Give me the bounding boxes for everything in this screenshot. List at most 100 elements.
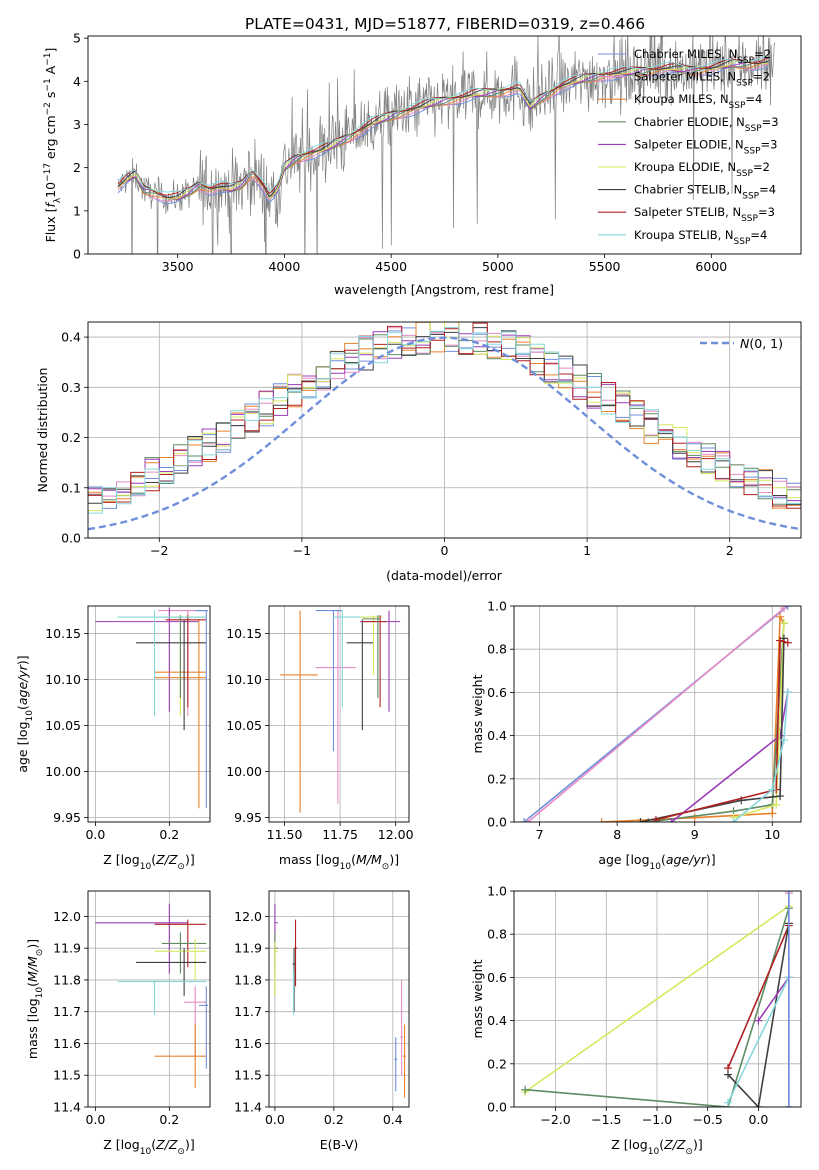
y-tick-label: 12.0: [234, 909, 262, 924]
x-tick-label: 0.2: [324, 1112, 344, 1127]
y-tick-label: 10.00: [45, 764, 81, 779]
y-axis-label: mass weight: [470, 959, 485, 1038]
y-tick-label: 10.00: [226, 764, 262, 779]
weight-marker: [690, 813, 699, 822]
weight-marker: [776, 636, 785, 645]
axes-frame: [268, 605, 410, 823]
x-tick-label: 0.0: [748, 1112, 768, 1127]
weight-marker: [779, 606, 788, 613]
y-tick-label: 11.6: [53, 1036, 81, 1051]
y-tick-label: 0.0: [61, 531, 81, 546]
weight-marker: [783, 688, 792, 697]
y-tick-label: 11.5: [53, 1068, 81, 1083]
plot-area-Z-mass: [88, 891, 210, 1107]
legend-entry: Salpeter STELIB, NSSP=3: [634, 205, 775, 224]
y-tick-label: 0.6: [487, 970, 507, 985]
y-tick-label: 11.7: [234, 1004, 262, 1019]
y-tick-label: 0.8: [487, 927, 507, 942]
y-tick-label: 12.0: [53, 909, 81, 924]
y-tick-label: 0.6: [487, 685, 507, 700]
y-tick-label: 0.2: [487, 771, 507, 786]
axes-frame: [87, 605, 211, 823]
model-spectrum: [117, 61, 769, 201]
x-tick-label: 6000: [695, 259, 727, 274]
weight-line: [732, 692, 789, 822]
y-axis-label: age [log10(age/yr)]: [15, 655, 35, 772]
legend-entry: Salpeter MILES, NSSP=2: [634, 70, 770, 89]
x-axis-label: mass [log10(M/M⊙)]: [279, 852, 399, 872]
x-tick-label: −1.5: [591, 1112, 621, 1127]
weight-marker: [523, 818, 532, 822]
y-tick-label: 0.1: [61, 480, 81, 495]
weight-marker: [776, 612, 785, 621]
x-tick-label: 8: [613, 827, 621, 842]
x-tick-label: 5500: [589, 259, 621, 274]
x-tick-label: 0.2: [159, 827, 179, 842]
y-tick-label: 0.8: [487, 642, 507, 657]
weight-marker: [729, 818, 738, 822]
x-axis-label: Z [log10(Z/Z⊙)]: [103, 1137, 194, 1157]
x-tick-label: 11.50: [267, 827, 303, 842]
legend-entry: Chabrier MILES, NSSP=2: [634, 47, 771, 66]
y-tick-label: 0.2: [487, 1056, 507, 1071]
weight-line: [640, 638, 785, 822]
model-spectrum: [117, 65, 769, 205]
x-tick-label: −1: [293, 543, 311, 558]
axes-frame: [87, 35, 802, 255]
model-spectrum: [117, 59, 769, 199]
x-tick-label: 0.4: [383, 1112, 403, 1127]
weight-marker: [723, 1070, 732, 1079]
y-tick-label: 0.0: [487, 815, 507, 830]
axes-frame: [268, 890, 410, 1108]
weight-marker: [754, 1016, 763, 1025]
y-tick-label: 10.15: [226, 626, 262, 641]
y-tick-label: 2: [73, 160, 81, 175]
x-axis-label: wavelength [Angstrom, rest frame]: [334, 282, 554, 297]
plot-area-Z-weight: [514, 891, 801, 1107]
x-tick-label: 0.2: [159, 1112, 179, 1127]
y-axis-label: mass [log10(M/M⊙)]: [25, 939, 45, 1059]
legend-entry: Kroupa ELODIE, NSSP=2: [634, 160, 770, 179]
y-tick-label: 10.10: [226, 672, 262, 687]
axes-frame: [513, 605, 802, 823]
axes-frame: [87, 321, 802, 539]
plot-area-mass-age: [269, 606, 409, 822]
x-tick-label: 4500: [375, 259, 407, 274]
y-tick-label: 1: [73, 203, 81, 218]
y-tick-label: 11.4: [234, 1100, 262, 1115]
weight-marker: [768, 809, 777, 818]
x-axis-label: Z [log10(Z/Z⊙)]: [103, 852, 194, 872]
x-axis-label: age [log10(age/yr)]: [598, 852, 715, 872]
y-tick-label: 11.8: [234, 972, 262, 987]
x-tick-label: 9: [691, 827, 699, 842]
y-tick-label: 5: [73, 31, 81, 46]
weight-marker: [597, 818, 606, 822]
x-tick-label: 5000: [482, 259, 514, 274]
x-axis-label: Z [log10(Z/Z⊙)]: [611, 1137, 702, 1157]
residual-histogram: [88, 322, 801, 509]
weight-marker: [779, 735, 788, 744]
y-tick-label: 11.4: [53, 1100, 81, 1115]
y-tick-label: 10.05: [45, 718, 81, 733]
y-tick-label: 1.0: [487, 884, 507, 899]
x-tick-label: 3500: [162, 259, 194, 274]
residual-histogram: [88, 322, 801, 509]
y-tick-label: 11.7: [53, 1004, 81, 1019]
plot-area-residuals: [88, 322, 801, 538]
y-tick-label: 0: [73, 247, 81, 262]
y-tick-label: 3: [73, 117, 81, 132]
weight-marker: [723, 1098, 732, 1107]
weight-marker: [784, 891, 793, 895]
y-tick-label: 0.4: [61, 330, 81, 345]
y-tick-label: 1.0: [487, 599, 507, 614]
x-tick-label: 0.0: [85, 827, 105, 842]
x-tick-label: −2.0: [540, 1112, 570, 1127]
legend-entry: Kroupa STELIB, NSSP=4: [634, 228, 767, 247]
x-axis-label: E(B-V): [320, 1137, 359, 1152]
weight-marker: [636, 818, 645, 822]
y-axis-label: Normed distribution: [35, 368, 50, 493]
x-tick-label: −2: [150, 543, 168, 558]
weight-line: [601, 614, 785, 822]
plot-layer: 3500 4000 4500 5000 5500 6000 0 1 2 3 4 5 Chabrier M…: [15, 31, 802, 1157]
